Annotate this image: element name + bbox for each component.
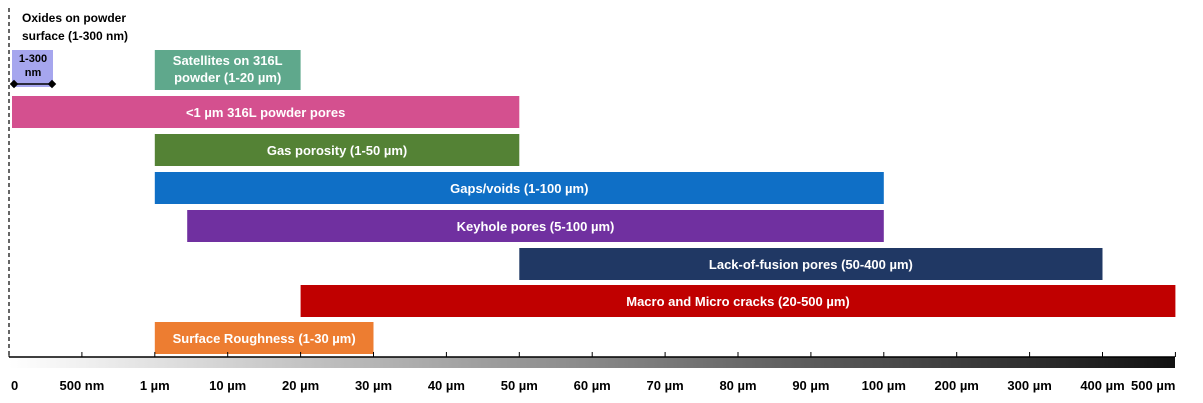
range-bars: Satellites on 316L powder (1-20 µm) <1 µm … [12, 50, 1176, 354]
x-tick-label: 400 µm [1080, 378, 1124, 393]
x-tick-label: 300 µm [1007, 378, 1051, 393]
range-bar-label: Satellites on 316L [173, 53, 283, 68]
range-bar [154, 172, 884, 204]
x-tick-label: 80 µm [719, 378, 756, 393]
oxides-note-line1: Oxides on powder [22, 11, 126, 25]
oxides-bracket-box [12, 50, 53, 87]
oxides-note-line2: surface (1-300 nm) [22, 29, 128, 43]
x-tick-label: 70 µm [647, 378, 684, 393]
x-tick-label: 500 nm [59, 378, 104, 393]
range-bar [154, 50, 301, 90]
x-tick-label: 500 µm [1131, 378, 1175, 393]
range-bar [300, 285, 1176, 317]
x-tick-label: 100 µm [862, 378, 906, 393]
range-bar-label: Gaps/voids (1-100 µm) [450, 181, 588, 196]
oxides-bracket: 1-300 nm [9, 50, 57, 89]
range-bar [154, 322, 374, 354]
range-bar-label: Macro and Micro cracks (20-500 µm) [626, 294, 850, 309]
x-tick-label: 60 µm [574, 378, 611, 393]
range-bar-label: Keyhole pores (5-100 µm) [457, 219, 615, 234]
x-axis-gradient-band [9, 357, 1175, 368]
x-tick-label: 90 µm [792, 378, 829, 393]
range-bar-label: Lack-of-fusion pores (50-400 µm) [709, 257, 913, 272]
x-tick-label: 0 [11, 378, 18, 393]
x-tick-label: 10 µm [209, 378, 246, 393]
range-bar-label-line2: powder (1-20 µm) [174, 70, 281, 85]
x-axis-ticks: 0 500 nm 1 µm 10 µm 20 µm 30 µm 40 µm 50 µm 60 µ… [8, 352, 1176, 393]
range-bar-label: Surface Roughness (1-30 µm) [173, 331, 356, 346]
range-bar [519, 248, 1103, 280]
range-bar [12, 96, 520, 128]
range-bar-label: Gas porosity (1-50 µm) [267, 143, 407, 158]
range-bar [187, 210, 884, 242]
oxides-bracket-label-line2: nm [25, 67, 42, 79]
x-tick-label: 40 µm [428, 378, 465, 393]
x-tick-label: 1 µm [140, 378, 170, 393]
x-tick-label: 30 µm [355, 378, 392, 393]
oxides-bracket-right-cap [47, 79, 57, 89]
x-tick-label: 50 µm [501, 378, 538, 393]
oxides-bracket-label-line1: 1-300 [19, 53, 47, 65]
range-bar-label: <1 µm 316L powder pores [186, 105, 345, 120]
x-tick-label: 20 µm [282, 378, 319, 393]
range-bar [154, 134, 520, 166]
x-tick-label: 200 µm [935, 378, 979, 393]
